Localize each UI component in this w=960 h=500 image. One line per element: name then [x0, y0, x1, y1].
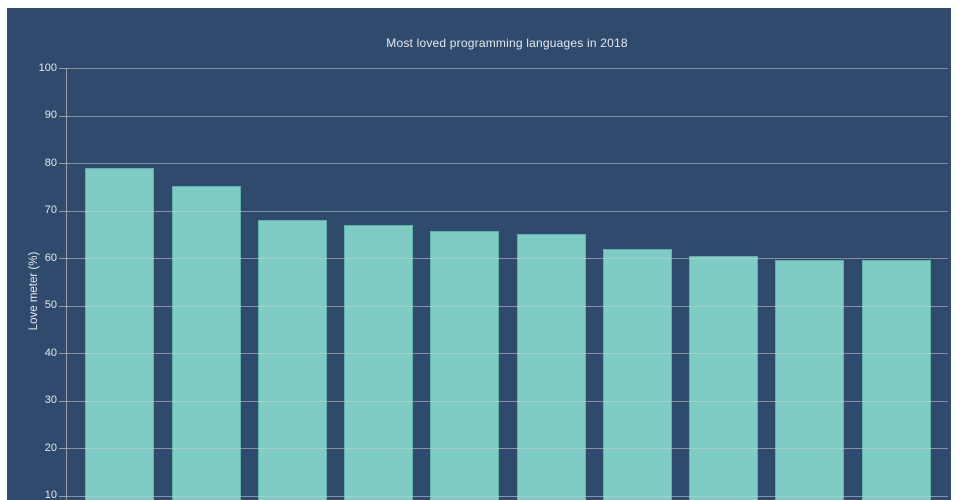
- y-tick: [59, 448, 66, 449]
- bar: [775, 259, 845, 500]
- gridline: [66, 495, 948, 497]
- y-tick-label: 80: [44, 156, 57, 169]
- gridline: [66, 210, 948, 212]
- y-tick: [59, 258, 66, 259]
- y-tick-label: 30: [44, 394, 57, 406]
- y-tick: [59, 210, 66, 212]
- bar: [430, 231, 500, 500]
- gridline: [66, 68, 948, 69]
- gridline: [66, 115, 948, 117]
- y-tick-label: 20: [44, 441, 57, 454]
- y-tick: [59, 495, 66, 497]
- bar: [516, 233, 586, 500]
- bar: [257, 220, 327, 500]
- bar: [861, 259, 931, 500]
- y-tick-label: 100: [38, 61, 57, 74]
- bar: [602, 248, 672, 500]
- y-axis-label: Love meter (%): [28, 251, 40, 331]
- bar: [689, 256, 759, 500]
- y-tick: [59, 305, 66, 307]
- gridline: [66, 448, 948, 449]
- bar: [344, 224, 414, 500]
- y-tick-label: 60: [44, 251, 57, 264]
- gridline: [66, 353, 948, 354]
- gridline: [66, 163, 948, 164]
- y-tick: [59, 163, 66, 164]
- y-tick-label: 40: [44, 346, 57, 359]
- bar: [171, 186, 241, 500]
- gridline: [66, 400, 948, 402]
- bar: [85, 168, 155, 500]
- gridline: [66, 305, 948, 307]
- y-tick-label: 70: [44, 204, 57, 216]
- y-tick: [59, 115, 66, 117]
- y-tick-label: 50: [44, 299, 57, 311]
- y-tick-label: 10: [44, 489, 57, 500]
- y-tick: [59, 353, 66, 354]
- chart-title: Most loved programming languages in 2018: [386, 36, 628, 50]
- y-tick-label: 90: [44, 109, 57, 121]
- y-tick: [59, 400, 66, 402]
- y-axis-line: [66, 68, 67, 500]
- y-tick: [59, 68, 66, 69]
- gridline: [66, 258, 948, 259]
